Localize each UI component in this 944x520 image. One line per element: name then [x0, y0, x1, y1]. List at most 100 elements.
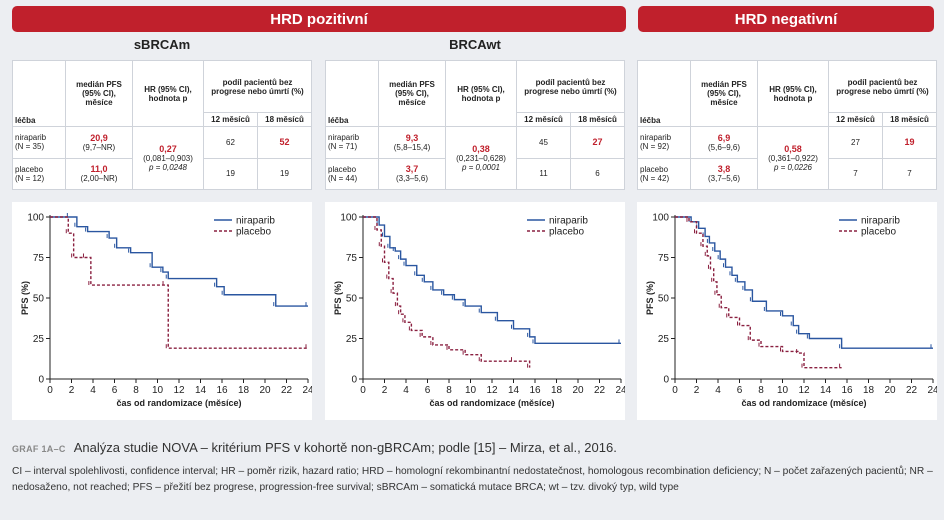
x-tick-label: 6: [737, 385, 743, 396]
x-tick-label: 20: [259, 385, 271, 396]
y-tick-label: 25: [658, 334, 670, 345]
cell-18m: 27: [570, 126, 625, 159]
median-cell: 11,0 (2,00–NR): [65, 157, 133, 190]
median-cell: 20,9 (9,7–NR): [65, 126, 133, 159]
x-tick-label: 2: [382, 385, 388, 396]
col-header-12m: 12 měsíců: [516, 112, 571, 127]
km-chart: 0 25 50 75 100 0 2 4 6 8 10 12 14 16 18 20 22 24 čas od ra…: [12, 202, 312, 420]
x-tick-label: 6: [112, 385, 118, 396]
legend-label-niraparib: niraparib: [861, 216, 900, 227]
median-cell: 6,9 (5,6–9,6): [690, 126, 758, 159]
km-chart: 0 25 50 75 100 0 2 4 6 8 10 12 14 16 18 20 22 24 čas od ra…: [325, 202, 625, 420]
x-tick-label: 4: [90, 385, 96, 396]
figure-caption: GRAF 1A–C Analýza studie NOVA – kritérium…: [12, 440, 932, 455]
col-header-18m: 18 měsíců: [570, 112, 625, 127]
cell-12m: 19: [203, 157, 258, 190]
col-header-median: medián PFS (95% CI), měsíce: [690, 60, 758, 127]
y-tick-label: 50: [658, 294, 670, 305]
cell-18m: 52: [257, 126, 312, 159]
x-tick-label: 16: [216, 385, 228, 396]
y-tick-label: 50: [346, 294, 358, 305]
x-tick-label: 8: [133, 385, 139, 396]
panel-subtitle: sBRCAm: [133, 37, 191, 52]
caption-label: GRAF 1A–C: [12, 444, 66, 454]
cell-12m: 27: [828, 126, 883, 159]
series-line-placebo: [50, 216, 308, 349]
y-tick-label: 100: [27, 213, 44, 224]
panel-subtitle: BRCAwt: [449, 37, 501, 52]
x-tick-label: 14: [508, 385, 520, 396]
abbreviation-notes: CI – interval spolehlivosti, confidence …: [12, 466, 933, 493]
median-cell: 3,7 (3,3–5,6): [378, 157, 446, 190]
y-tick-label: 100: [652, 213, 669, 224]
y-tick-label: 0: [38, 375, 44, 386]
legend-label-niraparib: niraparib: [236, 216, 275, 227]
x-tick-label: 16: [529, 385, 541, 396]
row-label: placebo (N = 12): [12, 157, 66, 190]
col-header-median: medián PFS (95% CI), měsíce: [378, 60, 446, 127]
x-tick-label: 22: [281, 385, 293, 396]
col-header-12m: 12 měsíců: [828, 112, 883, 127]
table-row: placebo (N = 42) 3,8 (3,7–5,6) 7 7: [637, 157, 937, 190]
cell-12m: 62: [203, 126, 258, 159]
km-chart: 0 25 50 75 100 0 2 4 6 8 10 12 14 16 18 20 22 24 čas od ra…: [637, 202, 937, 420]
cell-12m: 11: [516, 157, 571, 190]
x-tick-label: 2: [69, 385, 75, 396]
y-axis-label: PFS (%): [20, 281, 30, 315]
x-tick-label: 6: [425, 385, 431, 396]
x-tick-label: 0: [360, 385, 366, 396]
x-tick-label: 18: [551, 385, 563, 396]
cell-18m: 6: [570, 157, 625, 190]
x-tick-label: 12: [173, 385, 185, 396]
cell-12m: 7: [828, 157, 883, 190]
x-tick-label: 18: [238, 385, 250, 396]
hr-cell: 0,58 (0,361–0,922) p = 0,0226: [757, 126, 829, 190]
series-line-niraparib: [675, 216, 933, 349]
col-header-treatment: léčba: [637, 60, 691, 127]
col-header-treatment: léčba: [325, 60, 379, 127]
x-tick-label: 12: [486, 385, 498, 396]
col-header-share: podíl pacientů bez progrese nebo úmrtí (…: [516, 60, 625, 113]
cell-18m: 19: [257, 157, 312, 190]
series-line-niraparib: [50, 216, 308, 307]
series-line-niraparib: [363, 216, 621, 345]
y-tick-label: 75: [346, 253, 358, 264]
x-axis-label: čas od randomizace (měsíce): [116, 398, 241, 408]
x-tick-label: 16: [841, 385, 853, 396]
row-label: niraparib (N = 71): [325, 126, 379, 159]
col-header-12m: 12 měsíců: [203, 112, 258, 127]
table-row: niraparib (N = 92) 6,9 (5,6–9,6) 0,58 (0,36…: [637, 126, 937, 190]
results-table: léčba medián PFS (95% CI), měsíce HR (95…: [325, 60, 625, 190]
col-header-share: podíl pacientů bez progrese nebo úmrtí (…: [203, 60, 312, 113]
caption-text: Analýza studie NOVA – kritérium PFS v ko…: [73, 440, 617, 455]
x-tick-label: 4: [403, 385, 409, 396]
col-header-18m: 18 měsíců: [257, 112, 312, 127]
x-tick-label: 10: [777, 385, 789, 396]
y-tick-label: 25: [346, 334, 358, 345]
results-table: léčba medián PFS (95% CI), měsíce HR (95…: [637, 60, 937, 190]
hr-cell: 0,27 (0,081–0,903) p = 0,0248: [132, 126, 204, 190]
x-tick-label: 8: [758, 385, 764, 396]
hrd-positive-banner: HRD pozitivní: [12, 6, 626, 32]
y-axis-label: PFS (%): [645, 281, 655, 315]
x-tick-label: 10: [152, 385, 164, 396]
cell-18m: 19: [882, 126, 937, 159]
x-tick-label: 4: [715, 385, 721, 396]
results-table: léčba medián PFS (95% CI), měsíce HR (95…: [12, 60, 312, 190]
x-tick-label: 12: [798, 385, 810, 396]
row-label: placebo (N = 42): [637, 157, 691, 190]
col-header-median: medián PFS (95% CI), měsíce: [65, 60, 133, 127]
x-tick-label: 18: [863, 385, 875, 396]
median-cell: 9,3 (5,8–15,4): [378, 126, 446, 159]
legend-label-placebo: placebo: [861, 227, 896, 238]
x-tick-label: 24: [927, 385, 937, 396]
x-tick-label: 8: [446, 385, 452, 396]
x-tick-label: 22: [906, 385, 918, 396]
x-tick-label: 2: [694, 385, 700, 396]
x-tick-label: 0: [672, 385, 678, 396]
legend-label-placebo: placebo: [236, 227, 271, 238]
x-tick-label: 14: [820, 385, 832, 396]
row-label: niraparib (N = 92): [637, 126, 691, 159]
